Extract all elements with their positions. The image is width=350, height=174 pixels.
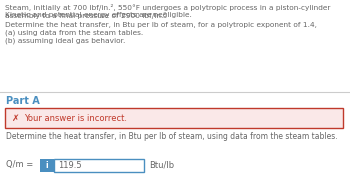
Text: Part A: Part A	[6, 96, 40, 106]
Text: i: i	[46, 160, 48, 169]
Text: Btu/lb: Btu/lb	[149, 160, 174, 169]
Text: Determine the heat transfer, in Btu per lb of steam, for a polytropic exponent o: Determine the heat transfer, in Btu per …	[5, 22, 317, 28]
Text: ✗: ✗	[12, 114, 20, 123]
Text: 119.5: 119.5	[58, 160, 82, 169]
Bar	[54, 159, 144, 172]
Text: (b) assuming ideal gas behavior.: (b) assuming ideal gas behavior.	[5, 37, 125, 44]
Text: Q/m =: Q/m =	[6, 160, 33, 169]
Text: (a) using data from the steam tables.: (a) using data from the steam tables.	[5, 30, 143, 36]
Text: Your answer is incorrect.: Your answer is incorrect.	[24, 114, 127, 123]
Bar	[40, 159, 54, 172]
Text: Kinetic and potential energy effects are negligible.: Kinetic and potential energy effects are…	[5, 11, 192, 18]
Text: Steam, initially at 700 lbf/in.², 550°F undergoes a polytropic process in a pist: Steam, initially at 700 lbf/in.², 550°F …	[5, 4, 330, 19]
Bar	[5, 108, 343, 128]
Text: Determine the heat transfer, in Btu per lb of steam, using data from the steam t: Determine the heat transfer, in Btu per …	[6, 132, 338, 141]
